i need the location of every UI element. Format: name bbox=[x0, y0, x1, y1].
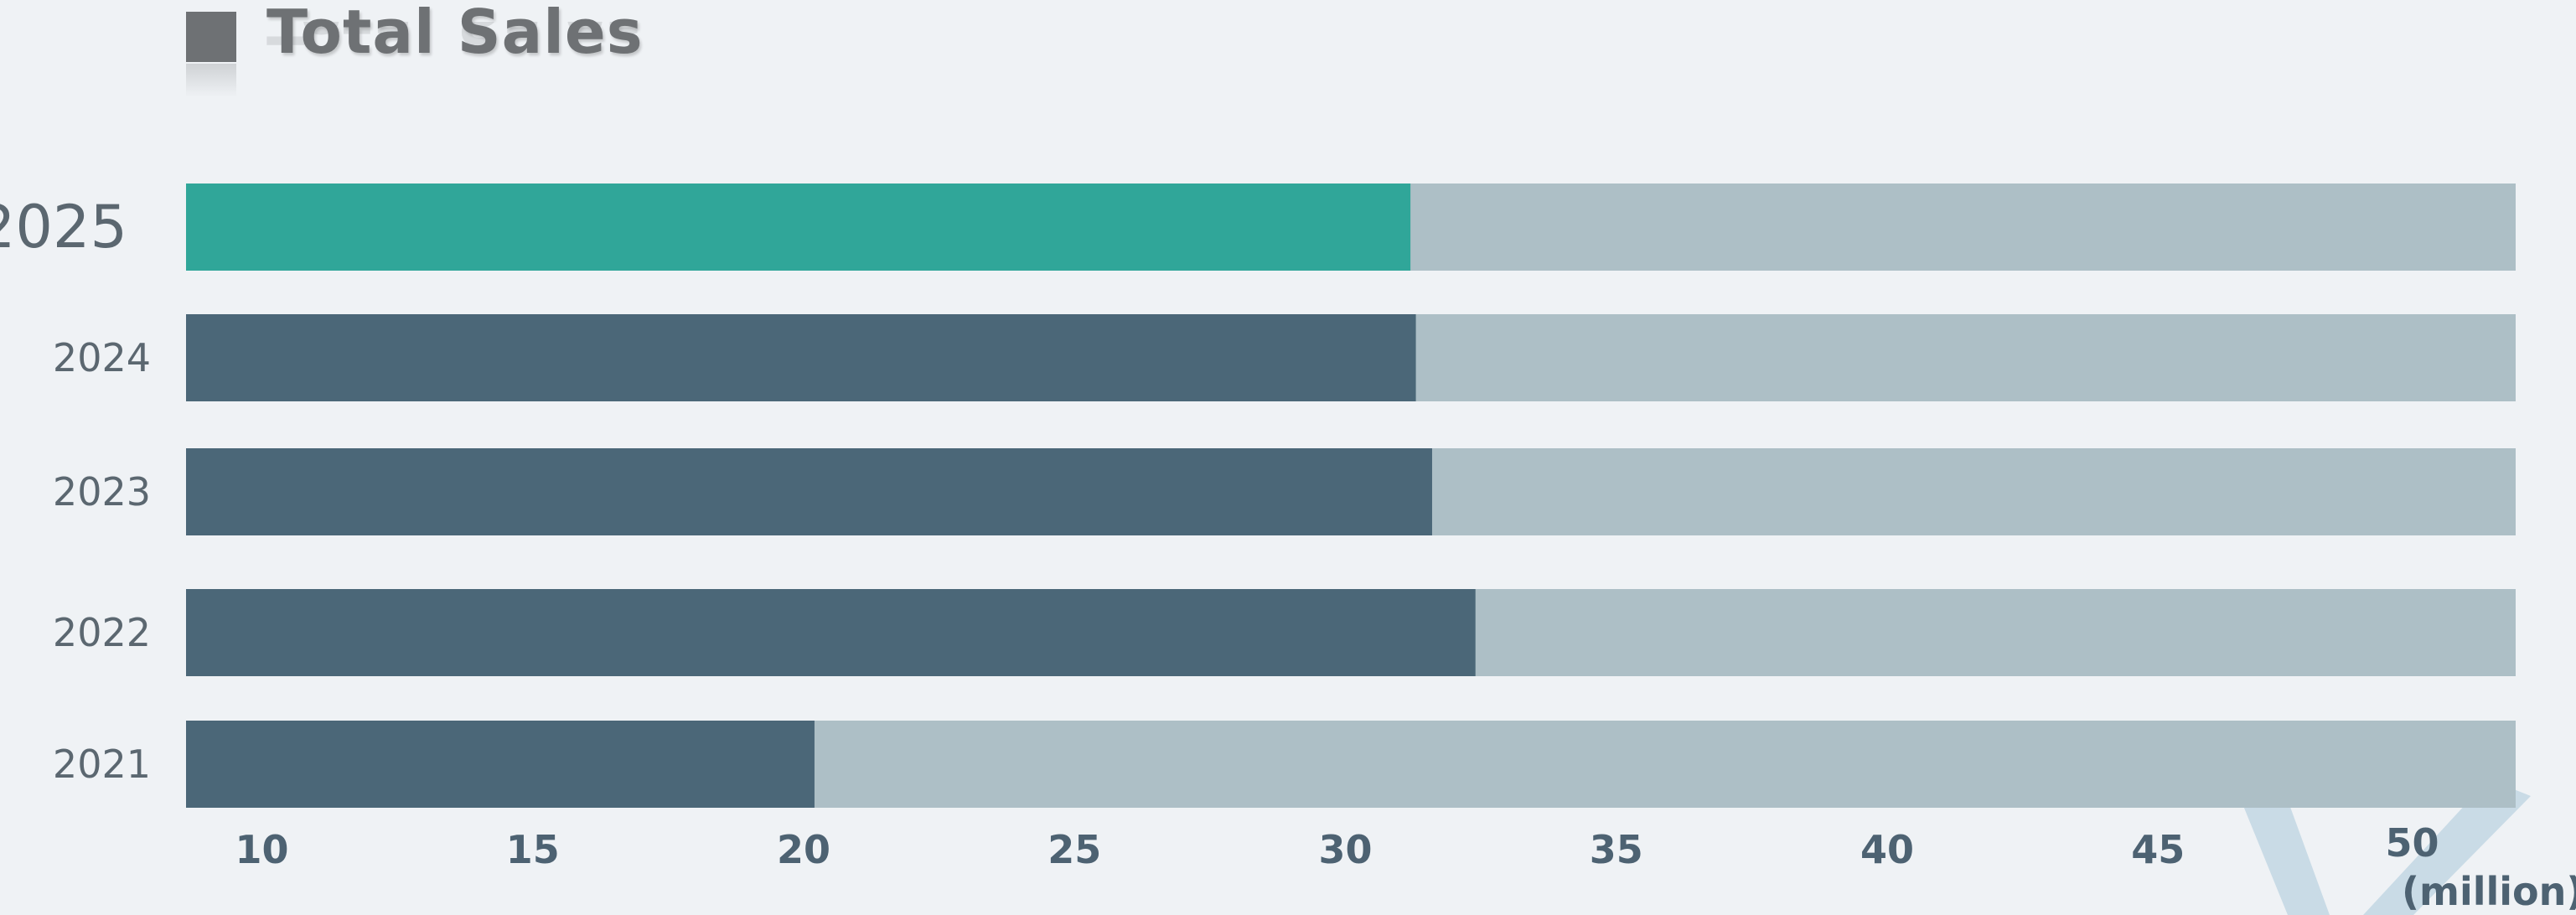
x-tick-label-15: 15 bbox=[506, 827, 560, 872]
bar-2021 bbox=[186, 721, 815, 808]
x-tick-label-45: 45 bbox=[2131, 827, 2185, 872]
x-tick-label-40: 40 bbox=[1860, 827, 1914, 872]
x-tick-label-10: 10 bbox=[235, 827, 289, 872]
title-square-reflection bbox=[186, 64, 236, 97]
bar-2022 bbox=[186, 589, 1476, 676]
bar-2023 bbox=[186, 448, 1432, 535]
category-label-2021: 2021 bbox=[53, 742, 151, 787]
bar-2025 bbox=[186, 184, 1411, 271]
x-tick-label-25: 25 bbox=[1047, 827, 1101, 872]
x-tick-label-30: 30 bbox=[1319, 827, 1373, 872]
bars bbox=[186, 184, 1476, 808]
x-tick-label-35: 35 bbox=[1590, 827, 1643, 872]
bar-2024 bbox=[186, 314, 1416, 401]
title-square-icon bbox=[186, 12, 236, 62]
x-axis-ticks: 10 15 20 25 30 35 40 45 50 bbox=[235, 820, 2439, 872]
category-label-2022: 2022 bbox=[53, 610, 151, 655]
x-tick-label-50: 50 bbox=[2386, 820, 2439, 866]
category-label-2023: 2023 bbox=[53, 469, 151, 514]
x-tick-label-20: 20 bbox=[777, 827, 830, 872]
x-axis-unit-label: (million) bbox=[2402, 869, 2576, 914]
category-label-2024: 2024 bbox=[53, 335, 151, 380]
chart-title: Total Sales bbox=[266, 0, 644, 67]
